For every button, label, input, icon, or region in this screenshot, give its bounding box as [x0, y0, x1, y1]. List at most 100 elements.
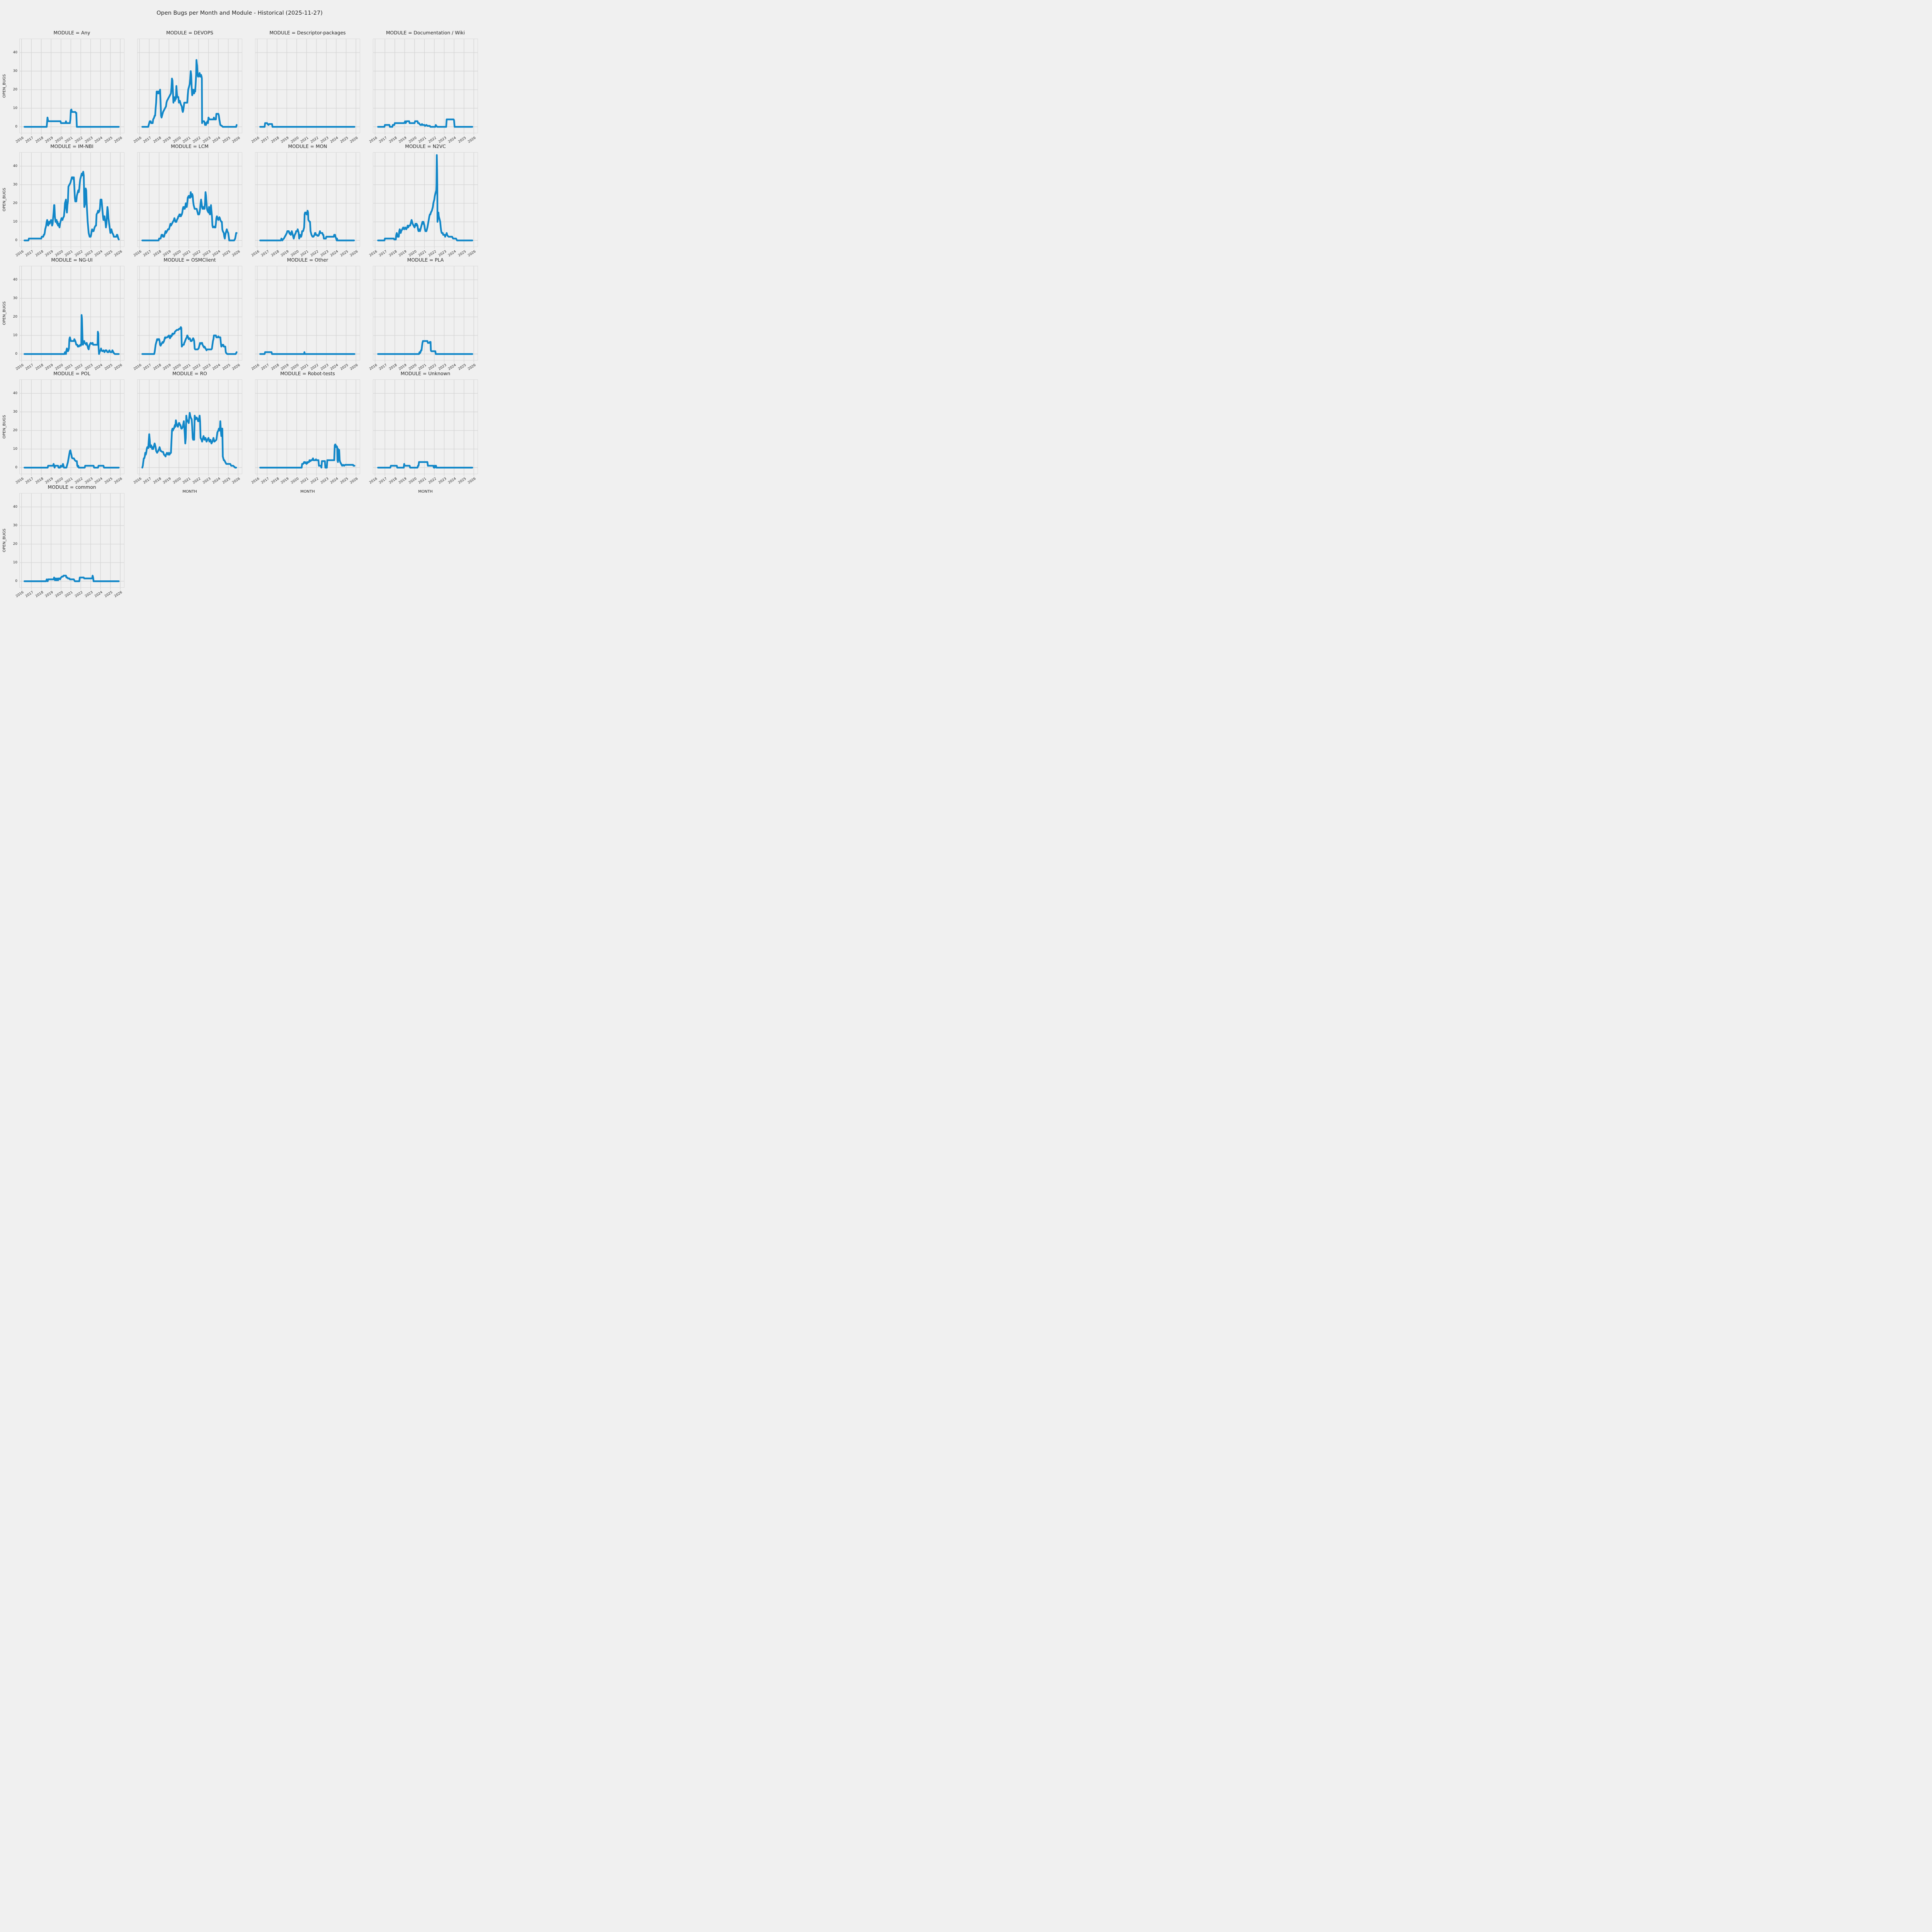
y-tick-label: 30 [13, 182, 17, 187]
y-tick-label: 20 [13, 315, 17, 319]
y-tick-label: 0 [15, 124, 17, 129]
gridlines [255, 266, 360, 362]
gridlines [19, 493, 124, 590]
facet-title-osmclient: MODULE = OSMClient [163, 257, 216, 263]
plot-area-im-nbi [19, 152, 124, 249]
line-series-robot-tests [259, 443, 355, 469]
y-axis-label-wrap: OPEN_BUGS [2, 152, 7, 247]
figure: Open Bugs per Month and Module - Histori… [0, 0, 479, 599]
subplot-ng-ui: MODULE = NG-UI 2016 2017 2018 2019 2020 2021 20… [2, 257, 124, 371]
line-series-im-nbi [24, 171, 120, 242]
y-tick-label: 10 [13, 333, 17, 337]
y-tick-label: 10 [13, 447, 17, 451]
y-tick-label: 0 [15, 579, 17, 583]
subplot-n2vc: MODULE = N2VC 2016 2017 2018 2019 2020 2021 202… [369, 144, 478, 258]
subplot-robot-tests: MODULE = Robot-tests 2016 2017 2018 2019 2020… [251, 371, 360, 494]
line-series-ro [141, 412, 237, 469]
plot-area-other [255, 266, 360, 362]
subplot-documentation-wiki: MODULE = Documentation / Wiki 2016 2017 201… [369, 30, 478, 144]
gridlines [19, 152, 124, 249]
line-series-mon [259, 210, 355, 242]
subplot-devops: MODULE = DEVOPS 2016 2017 2018 2019 2020 2021 2… [133, 30, 242, 144]
y-tick-label: 20 [13, 87, 17, 92]
line-series-other [259, 351, 355, 355]
plot-area-ro [137, 379, 242, 476]
y-axis-label-wrap: OPEN_BUGS [2, 379, 7, 474]
y-tick-label: 30 [13, 523, 17, 527]
facet-title-ro: MODULE = RO [172, 371, 207, 376]
y-tick-label: 0 [15, 465, 17, 469]
gridlines [255, 379, 360, 476]
facet-title-lcm: MODULE = LCM [171, 144, 209, 149]
line-series-pla [377, 340, 473, 355]
subplot-lcm: MODULE = LCM 2016 2017 2018 2019 2020 2021 2022… [133, 144, 242, 258]
facet-title-other: MODULE = Other [287, 257, 328, 263]
plot-area-ng-ui [19, 266, 124, 362]
y-tick-label: 40 [13, 391, 17, 395]
subplot-descriptor-packages: MODULE = Descriptor-packages 2016 2017 2018… [251, 30, 360, 144]
gridlines [19, 379, 124, 476]
gridlines [19, 39, 124, 135]
plot-area-any [19, 39, 124, 135]
facet-title-descriptor-packages: MODULE = Descriptor-packages [269, 30, 346, 36]
line-series-n2vc [377, 154, 473, 242]
gridlines [137, 379, 242, 476]
plot-area-unknown [373, 379, 478, 476]
gridlines [19, 266, 124, 362]
subplot-any: MODULE = Any 2016 2017 2018 2019 2020 2021 2022… [2, 30, 124, 144]
y-tick-label: 30 [13, 296, 17, 300]
y-tick-label: 0 [15, 352, 17, 356]
facet-title-mon: MODULE = MON [288, 144, 327, 149]
plot-area-documentation-wiki [373, 39, 478, 135]
gridlines [137, 152, 242, 249]
gridlines [255, 39, 360, 135]
subplot-pol: MODULE = POL 2016 2017 2018 2019 2020 2021 2022… [2, 371, 124, 485]
y-axis-label: OPEN_BUGS [2, 74, 7, 98]
y-tick-label: 40 [13, 164, 17, 168]
subplot-pla: MODULE = PLA 2016 2017 2018 2019 2020 2021 2022… [369, 257, 478, 371]
line-series-any [24, 109, 120, 128]
facet-title-any: MODULE = Any [53, 30, 90, 36]
x-axis-label: MONTH [300, 490, 315, 494]
line-series-pol [24, 449, 120, 469]
x-axis-label: MONTH [418, 490, 433, 494]
y-axis-label-wrap: OPEN_BUGS [2, 266, 7, 361]
plot-area-devops [137, 39, 242, 135]
facet-title-pol: MODULE = POL [53, 371, 90, 376]
subplot-unknown: MODULE = Unknown 2016 2017 2018 2019 2020 2021… [369, 371, 478, 494]
x-axis-label: MONTH [182, 490, 197, 494]
subplot-common: MODULE = common 2016 2017 2018 2019 2020 2021 2… [2, 485, 124, 599]
line-series-descriptor-packages [259, 122, 355, 128]
gridlines [137, 266, 242, 362]
plot-area-robot-tests [255, 379, 360, 476]
plot-area-lcm [137, 152, 242, 249]
figure-title: Open Bugs per Month and Module - Histori… [156, 10, 323, 16]
plot-area-osmclient [137, 266, 242, 362]
gridlines [373, 39, 478, 135]
facet-title-pla: MODULE = PLA [407, 257, 444, 263]
y-tick-label: 40 [13, 50, 17, 54]
facet-title-devops: MODULE = DEVOPS [166, 30, 213, 36]
line-series-osmclient [141, 326, 238, 355]
line-series-devops [141, 59, 238, 128]
y-tick-label: 10 [13, 560, 17, 565]
y-axis-label: OPEN_BUGS [2, 415, 7, 439]
plot-area-pla [373, 266, 478, 362]
y-tick-label: 10 [13, 219, 17, 224]
plot-area-common [19, 493, 124, 590]
plot-area-descriptor-packages [255, 39, 360, 135]
y-tick-label: 10 [13, 106, 17, 110]
y-axis-label-wrap: OPEN_BUGS [2, 39, 7, 133]
y-axis-label-wrap: OPEN_BUGS [2, 493, 7, 588]
facet-title-im-nbi: MODULE = IM-NBI [50, 144, 94, 149]
gridlines [373, 152, 478, 249]
plot-area-pol [19, 379, 124, 476]
gridlines [373, 266, 478, 362]
plot-area-n2vc [373, 152, 478, 249]
subplot-osmclient: MODULE = OSMClient 2016 2017 2018 2019 2020 20… [133, 257, 242, 371]
facet-title-unknown: MODULE = Unknown [400, 371, 451, 376]
y-tick-label: 30 [13, 410, 17, 414]
subplot-mon: MODULE = MON 2016 2017 2018 2019 2020 2021 2022… [251, 144, 360, 258]
facet-title-ng-ui: MODULE = NG-UI [51, 257, 93, 263]
facet-title-robot-tests: MODULE = Robot-tests [280, 371, 335, 376]
